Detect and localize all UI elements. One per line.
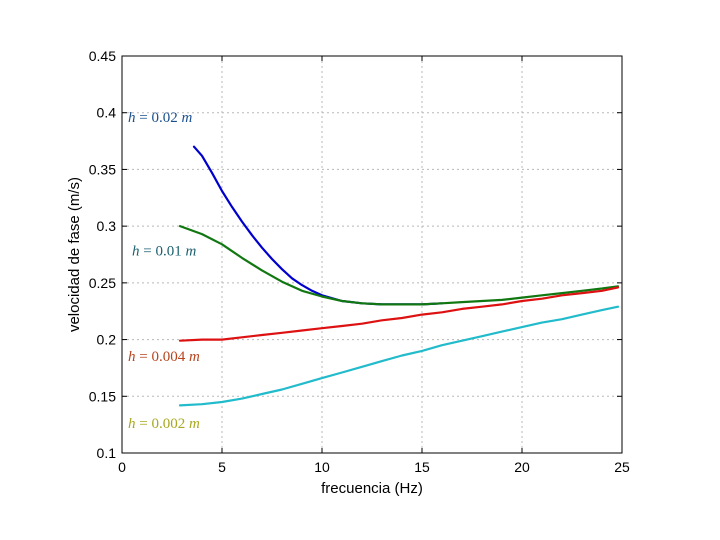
- y-tick-label: 0.45: [89, 48, 116, 64]
- annotation-symbol: h: [128, 416, 136, 432]
- curve-annotation-4: h = 0.002 m: [128, 416, 200, 432]
- tick-layer: 0 5 10 15 20 25 0.1 0.15 0.2 0.25 0.3 0.35 0.4 0.45: [89, 48, 630, 475]
- annotation-layer: h = 0.02 mh = 0.01 mh = 0.004 mh = 0.002…: [128, 110, 200, 432]
- plot-frame: [121, 55, 623, 454]
- label-layer: frecuencia (Hz) velocidad de fase (m/s): [66, 177, 423, 497]
- annotation-value: = 0.02: [136, 110, 182, 126]
- annotation-symbol: h: [128, 110, 136, 126]
- y-tick-label: 0.35: [89, 161, 116, 177]
- annotation-value: = 0.002: [136, 416, 189, 432]
- y-axis-title: velocidad de fase (m/s): [66, 177, 83, 332]
- curve-annotation-3: h = 0.004 m: [128, 349, 200, 365]
- curve-annotation-2: h = 0.01 m: [132, 244, 196, 260]
- y-tick-label: 0.2: [97, 332, 117, 348]
- series-line-2: [178, 225, 620, 306]
- annotation-unit: m: [181, 110, 192, 126]
- annotation-symbol: h: [132, 244, 140, 260]
- y-tick-label: 0.15: [89, 388, 116, 404]
- x-tick-label: 10: [314, 459, 330, 475]
- x-tick-label: 15: [414, 459, 430, 475]
- curve-annotation-1: h = 0.02 m: [128, 110, 192, 126]
- annotation-value: = 0.004: [136, 349, 189, 365]
- x-tick-label: 20: [514, 459, 530, 475]
- annotation-unit: m: [185, 244, 196, 260]
- y-tick-label: 0.4: [97, 105, 117, 121]
- x-tick-label: 25: [614, 459, 630, 475]
- x-tick-label: 5: [218, 459, 226, 475]
- grid-layer: [122, 56, 622, 453]
- annotation-unit: m: [189, 416, 200, 432]
- series-line-1: [192, 145, 444, 306]
- annotation-unit: m: [189, 349, 200, 365]
- x-axis-title: frecuencia (Hz): [321, 480, 423, 497]
- y-tick-label: 0.1: [97, 445, 117, 461]
- annotation-value: = 0.01: [140, 244, 186, 260]
- y-tick-label: 0.3: [97, 218, 117, 234]
- x-tick-label: 0: [118, 459, 126, 475]
- y-tick-label: 0.25: [89, 275, 116, 291]
- series-layer: [178, 145, 620, 407]
- annotation-symbol: h: [128, 349, 136, 365]
- series-line-4: [178, 305, 620, 407]
- series-line-3: [178, 286, 620, 342]
